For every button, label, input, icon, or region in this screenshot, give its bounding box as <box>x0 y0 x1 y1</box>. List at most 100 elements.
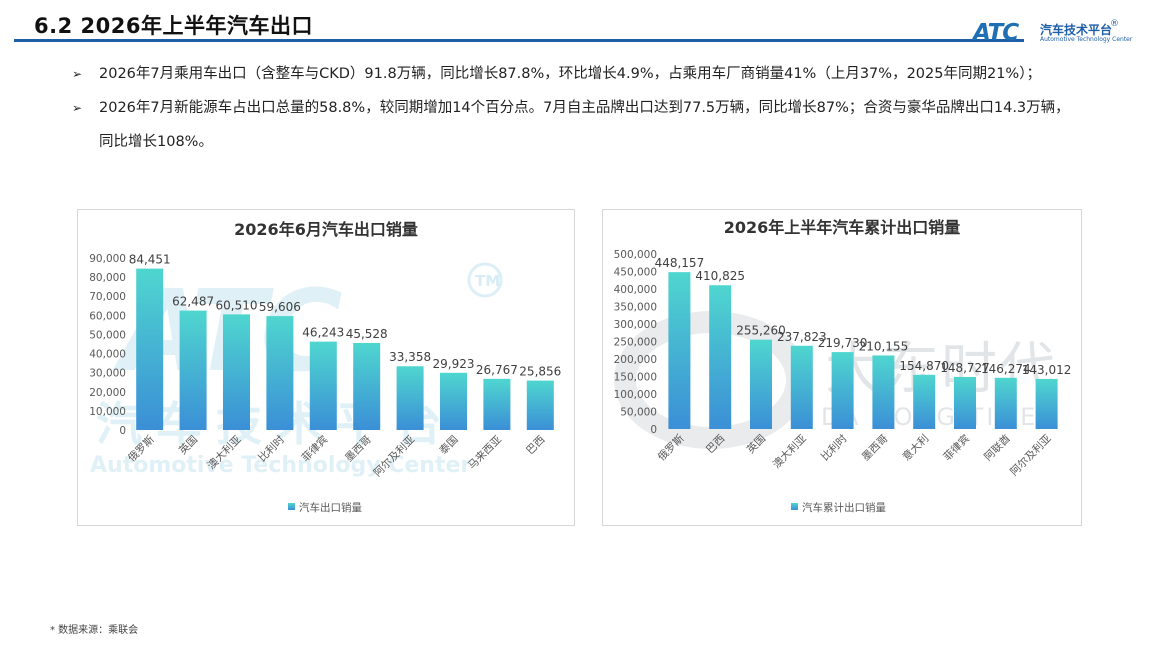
y-tick-label: 0 <box>119 425 126 437</box>
data-label: 59,606 <box>259 300 301 314</box>
y-tick-label: 200,000 <box>614 354 657 366</box>
page-title: 6.2 2026年上半年汽车出口 <box>34 14 313 38</box>
bar <box>668 272 691 429</box>
y-tick-label: 10,000 <box>89 406 126 418</box>
y-tick-label: 40,000 <box>89 349 126 361</box>
data-label: 143,012 <box>1022 363 1072 377</box>
x-tick-label: 比利时 <box>818 432 850 464</box>
chart-panel-h1: 大东时代 DA DONG TIMES 2026年上半年汽车累计出口销量 0 50,… <box>602 209 1082 526</box>
y-tick-label: 100,000 <box>614 389 657 401</box>
bar <box>223 314 250 430</box>
data-label: 410,825 <box>695 269 745 283</box>
bar <box>831 352 854 429</box>
arrow-bullet-icon: ➢ <box>72 101 83 115</box>
y-tick-label: 70,000 <box>89 291 126 303</box>
data-label: 146,274 <box>981 362 1031 376</box>
bar <box>872 355 895 429</box>
bar <box>913 374 936 429</box>
data-label: 26,767 <box>476 363 518 377</box>
atc-logo-cn: 汽车技术平台 <box>1040 23 1113 37</box>
atc-logo-mark: ATC <box>973 20 1019 46</box>
data-label: 62,487 <box>172 295 214 309</box>
y-tick-label: 50,000 <box>620 407 657 419</box>
bar <box>136 268 164 430</box>
bullet-list: ➢ 2026年7月乘用车出口（含整车与CKD）91.8万辆，同比增长87.8%，… <box>72 57 1082 159</box>
arrow-bullet-icon: ➢ <box>72 67 83 81</box>
legend: 汽车累计出口销量 <box>791 501 886 514</box>
bar <box>709 285 732 429</box>
y-tick-label: 250,000 <box>614 337 657 349</box>
bar <box>790 345 813 429</box>
legend-label: 汽车出口销量 <box>299 501 362 514</box>
bar <box>396 366 424 430</box>
bar-series <box>136 268 554 430</box>
bullet-item: ➢ 2026年7月乘用车出口（含整车与CKD）91.8万辆，同比增长87.8%，… <box>72 57 1082 91</box>
bar <box>353 342 381 430</box>
data-label: 237,823 <box>777 330 827 344</box>
chart-h1-cumulative-export: 大东时代 DA DONG TIMES 2026年上半年汽车累计出口销量 050,… <box>614 218 1072 514</box>
y-axis: 0 10,000 20,000 30,000 40,000 50,000 60,000 70,… <box>89 253 126 437</box>
data-label: 60,510 <box>216 298 258 312</box>
bar <box>994 377 1017 429</box>
x-tick-label: 阿尔及利亚 <box>1007 432 1054 479</box>
data-label: 219,730 <box>818 336 868 350</box>
data-label: 25,856 <box>519 365 561 379</box>
data-label: 45,528 <box>346 327 388 341</box>
data-label: 33,358 <box>389 350 431 364</box>
data-label: 148,727 <box>940 361 990 375</box>
title-underline <box>14 39 1024 42</box>
data-label: 154,870 <box>899 359 949 373</box>
chart-title: 2026年6月汽车出口销量 <box>234 220 418 239</box>
watermark-tm: TM <box>475 272 500 290</box>
y-tick-label: 300,000 <box>614 319 657 331</box>
x-tick-label: 意大利 <box>900 432 931 463</box>
data-label: 29,923 <box>433 357 475 371</box>
watermark-atc-en: Automotive Technology Center <box>90 453 471 478</box>
y-tick-label: 150,000 <box>614 372 657 384</box>
y-tick-label: 500,000 <box>614 249 657 261</box>
y-tick-label: 0 <box>650 424 657 436</box>
bullet-text: 2026年7月新能源车占出口总量的58.8%，较同期增加14个百分点。7月自主品… <box>99 100 1070 150</box>
data-label: 46,243 <box>302 326 344 340</box>
atc-logo-en: Automotive Technology Center <box>1040 36 1133 43</box>
legend-swatch <box>791 503 798 510</box>
bullet-text: 2026年7月乘用车出口（含整车与CKD）91.8万辆，同比增长87.8%，环比… <box>99 66 1041 82</box>
data-label: 255,260 <box>736 324 786 338</box>
bar <box>440 372 467 430</box>
data-label: 448,157 <box>655 256 705 270</box>
data-label: 84,451 <box>129 253 171 267</box>
y-tick-label: 60,000 <box>89 310 126 322</box>
y-tick-label: 80,000 <box>89 272 126 284</box>
y-tick-label: 50,000 <box>89 329 126 341</box>
x-tick-label: 菲律宾 <box>941 432 972 463</box>
atc-logo: ATC 汽车技术平台 Automotive Technology Center … <box>973 19 1133 46</box>
y-axis: 0 50,000 100,000 150,000 200,000 250,000 300,0… <box>614 249 657 436</box>
data-label: 210,155 <box>859 339 909 353</box>
bullet-item: ➢ 2026年7月新能源车占出口总量的58.8%，较同期增加14个百分点。7月自… <box>72 91 1082 159</box>
bar <box>266 316 294 430</box>
y-tick-label: 450,000 <box>614 267 657 279</box>
y-tick-label: 90,000 <box>89 253 126 265</box>
bar <box>179 310 207 430</box>
legend-label: 汽车累计出口销量 <box>802 501 886 514</box>
legend: 汽车出口销量 <box>288 501 362 514</box>
bar <box>526 380 554 430</box>
x-tick-label: 阿联酋 <box>981 432 1012 463</box>
bar <box>954 376 976 429</box>
bar <box>1035 378 1058 429</box>
x-tick-label: 澳大利亚 <box>770 432 809 471</box>
y-tick-label: 350,000 <box>614 302 657 314</box>
x-tick-label: 马来西亚 <box>466 433 505 472</box>
chart-panel-june: ATC TM 汽车技术平台 Automotive Technology Cent… <box>77 209 575 526</box>
watermark-tm-circle <box>467 262 503 298</box>
watermark-dadong-en: DA DONG TIMES <box>821 403 1057 431</box>
bar <box>750 339 772 429</box>
data-source-note: * 数据来源：乘联会 <box>50 625 139 636</box>
y-tick-label: 30,000 <box>89 368 126 380</box>
chart-title: 2026年上半年汽车累计出口销量 <box>724 218 961 237</box>
bar <box>309 341 337 430</box>
bar-series <box>668 272 1058 429</box>
